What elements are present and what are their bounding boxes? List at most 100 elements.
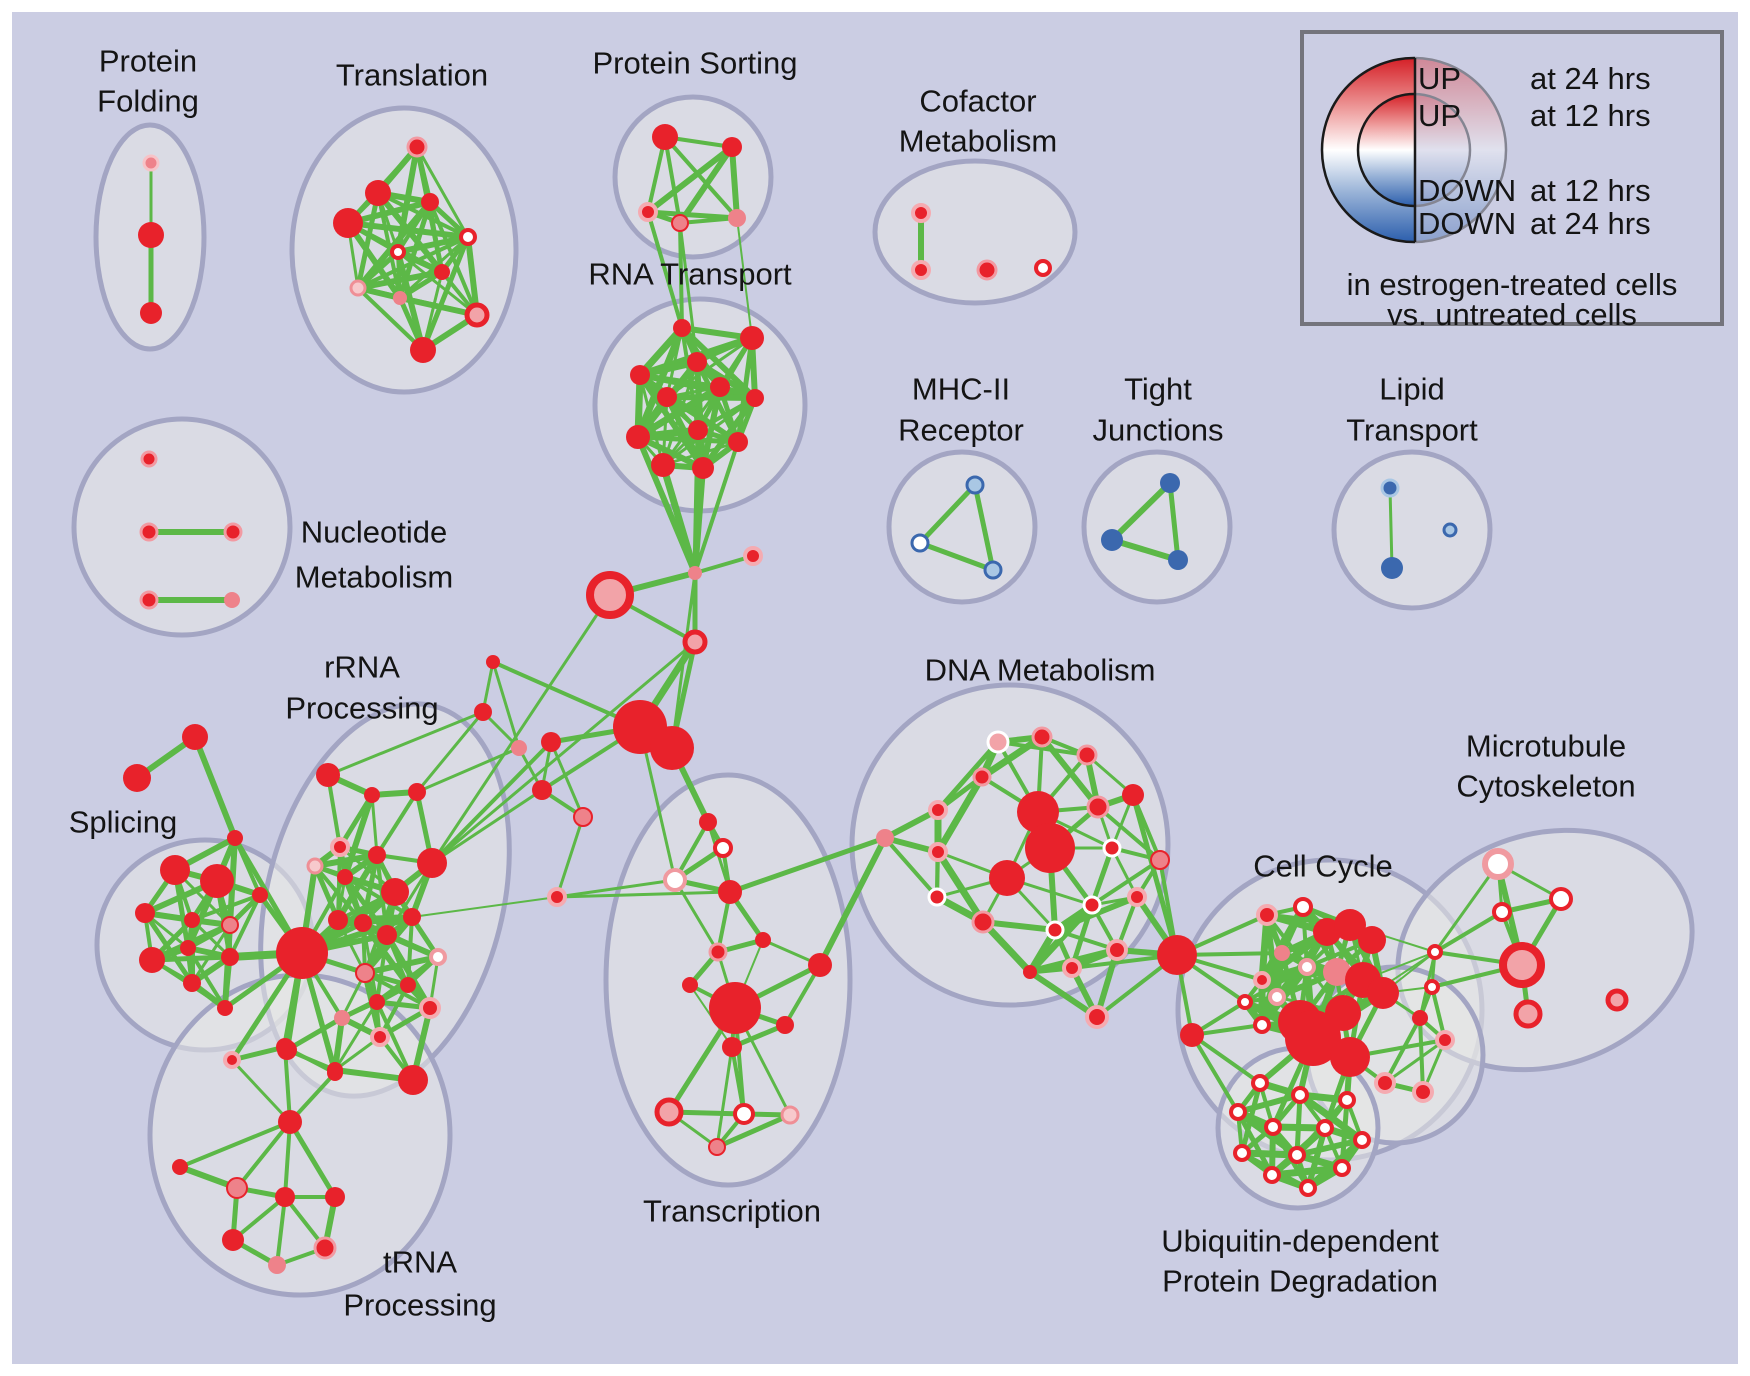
network-node-cc-8 bbox=[1253, 971, 1271, 989]
network-edge bbox=[395, 234, 471, 255]
network-edge bbox=[411, 896, 558, 918]
network-edge bbox=[646, 210, 684, 330]
network-edge bbox=[693, 440, 740, 575]
network-edge bbox=[345, 220, 471, 240]
network-node-rr-14 bbox=[355, 963, 375, 983]
network-node-rr-11 bbox=[354, 914, 372, 932]
network-node-dn-13 bbox=[971, 910, 995, 934]
cluster-label-ub: Protein Degradation bbox=[1162, 1264, 1438, 1299]
cluster-label-cc: Cell Cycle bbox=[1253, 849, 1393, 884]
network-node-tx-5 bbox=[708, 942, 728, 962]
network-node-rr-13 bbox=[429, 948, 447, 966]
network-node-sp-13 bbox=[252, 887, 268, 903]
network-node-sp-6 bbox=[184, 912, 200, 928]
network-edge bbox=[729, 144, 740, 221]
network-node-rr-19 bbox=[370, 1027, 390, 1047]
network-node-tx-10 bbox=[722, 1037, 742, 1057]
legend-down-24-time: at 24 hrs bbox=[1530, 206, 1651, 241]
network-node-cc-16 bbox=[1367, 977, 1399, 1009]
network-node-cc-4 bbox=[1334, 909, 1366, 941]
network-node-tn-8 bbox=[223, 1051, 241, 1069]
network-edge bbox=[714, 1112, 793, 1150]
network-edge bbox=[555, 890, 732, 899]
network-node-hub-8 bbox=[573, 807, 593, 827]
network-node-sp-9 bbox=[180, 940, 196, 956]
cluster-label-rr: rRNA bbox=[324, 650, 400, 685]
network-edge bbox=[397, 269, 445, 301]
network-node-tr-9 bbox=[464, 302, 490, 328]
legend-down-24-dir: DOWN bbox=[1418, 206, 1517, 241]
network-node-tx-12 bbox=[733, 1103, 755, 1125]
network-edge bbox=[678, 221, 684, 330]
network-node-mt-5 bbox=[1424, 979, 1440, 995]
network-node-rt-5 bbox=[657, 387, 677, 407]
network-edge bbox=[555, 815, 585, 899]
network-edge bbox=[396, 250, 479, 317]
network-node-rr-3 bbox=[330, 837, 350, 857]
network-node-mt-0 bbox=[1482, 848, 1514, 880]
network-node-sp-5 bbox=[135, 903, 155, 923]
network-node-tn-3 bbox=[275, 1187, 295, 1207]
network-node-mh-2 bbox=[983, 560, 1003, 580]
network-nodes bbox=[123, 124, 1629, 1274]
network-node-tn-0 bbox=[278, 1110, 302, 1134]
network-node-mt-1 bbox=[1549, 887, 1573, 911]
network-node-rr-4 bbox=[306, 857, 324, 875]
network-edge bbox=[917, 540, 996, 573]
network-node-ps-0 bbox=[652, 124, 678, 150]
cluster-label-mt: Cytoskeleton bbox=[1456, 769, 1635, 804]
legend-up-24-time: at 24 hrs bbox=[1530, 61, 1651, 96]
network-edge bbox=[645, 144, 735, 215]
network-node-rr-1 bbox=[364, 787, 380, 803]
network-node-tx-14 bbox=[708, 1138, 726, 1156]
network-node-rr-22 bbox=[398, 1065, 428, 1095]
network-edge bbox=[817, 835, 888, 968]
network-node-dn-11 bbox=[876, 829, 894, 847]
network-node-rr-10 bbox=[328, 910, 348, 930]
network-node-ub-4 bbox=[1264, 1118, 1282, 1136]
network-node-tn-7 bbox=[268, 1256, 286, 1274]
network-edge bbox=[978, 733, 1046, 781]
network-edge bbox=[736, 217, 753, 339]
network-node-cf-1 bbox=[911, 260, 931, 280]
network-node-cc-6 bbox=[1274, 945, 1290, 961]
network-node-cc-12 bbox=[1237, 994, 1253, 1010]
network-edge bbox=[420, 234, 471, 353]
network-node-cc-9 bbox=[1323, 958, 1351, 986]
network-edge bbox=[1268, 1164, 1346, 1179]
network-node-lt-2 bbox=[1442, 522, 1458, 538]
network-edge bbox=[421, 270, 444, 352]
network-node-cc-7 bbox=[1298, 958, 1316, 976]
network-edge bbox=[634, 324, 686, 441]
network-node-rr-6 bbox=[337, 869, 353, 885]
network-edge bbox=[934, 848, 987, 926]
network-node-hub-4 bbox=[586, 571, 634, 619]
network-node-sp-4 bbox=[200, 864, 234, 898]
network-edge bbox=[549, 740, 585, 819]
network-edge bbox=[678, 221, 699, 364]
cluster-label-tn: Processing bbox=[343, 1288, 496, 1323]
legend-up-24-dir: UP bbox=[1418, 61, 1462, 96]
network-node-dn-9 bbox=[1025, 823, 1075, 873]
network-node-cf-3 bbox=[1034, 259, 1052, 277]
network-node-tr-1 bbox=[365, 180, 391, 206]
network-edge bbox=[1109, 537, 1181, 563]
network-edge bbox=[142, 910, 195, 986]
legend-down-12-dir: DOWN bbox=[1418, 173, 1517, 208]
network-node-tx-15 bbox=[547, 887, 567, 907]
network-node-dn-20 bbox=[989, 860, 1025, 896]
network-node-tx-3 bbox=[718, 880, 742, 904]
network-node-cc-1 bbox=[1256, 904, 1278, 926]
network-edge bbox=[356, 286, 425, 352]
network-edge bbox=[430, 593, 612, 865]
network-node-tn-2 bbox=[226, 1177, 248, 1199]
network-node-cf-0 bbox=[911, 203, 931, 223]
cluster-label-nm: Nucleotide bbox=[301, 515, 447, 550]
network-node-dn-16 bbox=[1045, 920, 1065, 940]
network-edge bbox=[395, 249, 445, 275]
network-node-hub-2 bbox=[688, 566, 702, 580]
network-edge bbox=[491, 660, 521, 750]
network-edge bbox=[284, 1015, 345, 1053]
network-edge bbox=[645, 209, 740, 221]
